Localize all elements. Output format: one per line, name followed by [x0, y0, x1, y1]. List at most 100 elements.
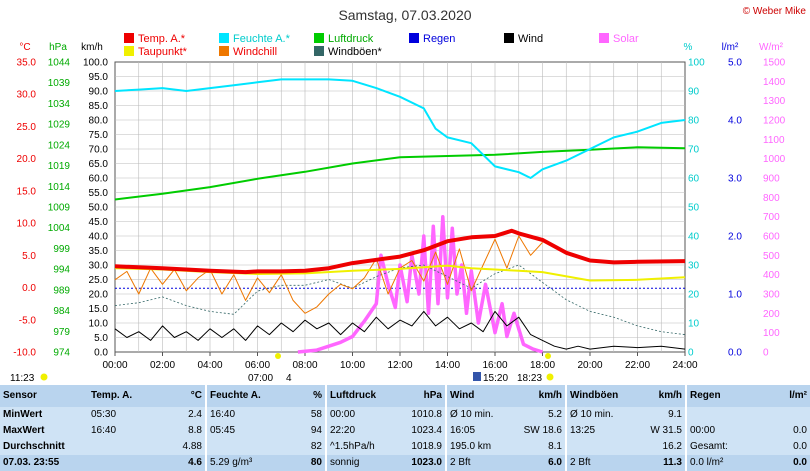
current-gust-bft: 2 Bft	[565, 454, 626, 471]
wind-tick-label: 70.0	[89, 145, 109, 156]
avg-rain-value: 0.0	[793, 441, 807, 453]
humidity-tick-label: 60	[688, 174, 700, 185]
series-temp	[114, 228, 686, 275]
max-temp-time: 16:40	[91, 425, 117, 437]
left-time-label: 11:23	[10, 373, 35, 384]
humidity-tick-label: 50	[688, 203, 700, 214]
min-gust-time: Ø 10 min.	[565, 406, 626, 423]
min-wind-value: 5.2	[548, 409, 562, 421]
moonrise-time-label: 15:20	[483, 373, 508, 384]
avg-gust-value: 16.2	[662, 441, 682, 453]
x-tick-label: 12:00	[387, 360, 412, 371]
wind-tick-label: 75.0	[89, 130, 109, 141]
solar-axis-label: W/m²	[759, 42, 784, 53]
max-press-value: 1023.4	[411, 425, 442, 437]
stats-header-row: Sensor Temp. A. °C Feuchte A. % Luftdruc…	[0, 385, 810, 407]
wind-tick-label: 50.0	[89, 203, 109, 214]
max-temp-value: 8.8	[188, 425, 202, 437]
max-rain-time: 00:00	[685, 422, 746, 439]
legend-item-dewpoint: Taupunkt*	[124, 46, 188, 58]
wind-tick-label: 95.0	[89, 72, 109, 83]
stats-table: Sensor Temp. A. °C Feuchte A. % Luftdruc…	[0, 385, 810, 471]
wind-tick-label: 65.0	[89, 159, 109, 170]
legend-item-rain: Regen	[409, 33, 455, 45]
wind-tick-label: 40.0	[89, 232, 109, 243]
humidity-tick-label: 70	[688, 145, 700, 156]
min-rain-value	[746, 407, 810, 423]
current-rain-total: 0.0 l/m²	[685, 454, 746, 471]
svg-text:Taupunkt*: Taupunkt*	[138, 46, 188, 58]
current-rain-value: 0.0	[746, 454, 810, 471]
temp-tick-label: -5.0	[19, 315, 37, 326]
x-tick-label: 24:00	[672, 360, 697, 371]
legend: Temp. A.* Feuchte A.* Luftdruck Regen Wi…	[124, 33, 639, 58]
pressure-tick-label: 984	[53, 306, 70, 317]
pressure-tick-label: 1029	[48, 120, 71, 131]
solar-tick-label: 500	[763, 251, 780, 262]
solar-tick-label: 600	[763, 232, 780, 243]
avg-rain-label: Gesamt:	[685, 438, 746, 455]
svg-text:Luftdruck: Luftdruck	[328, 33, 374, 45]
svg-text:Windböen*: Windböen*	[328, 46, 383, 58]
stats-current-row: 07.03. 23:55 4.6 5.29 g/m³ 80 sonnig 102…	[0, 454, 810, 471]
header-rain-unit: l/m²	[746, 385, 810, 407]
solar-tick-label: 700	[763, 212, 780, 223]
humidity-tick-label: 100	[688, 58, 705, 69]
avg-hum-value: 82	[310, 441, 322, 453]
rain-tick-label: 1.0	[728, 290, 742, 301]
rain-axis-label: l/m²	[722, 42, 739, 53]
wind-tick-label: 10.0	[89, 319, 109, 330]
humidity-tick-label: 40	[688, 232, 700, 243]
x-tick-label: 22:00	[625, 360, 650, 371]
rain-tick-label: 0.0	[728, 348, 742, 359]
humidity-tick-label: 10	[688, 319, 700, 330]
current-temp-value: 4.6	[148, 454, 206, 471]
solar-tick-label: 1200	[763, 116, 786, 127]
y-axes: 35.0 30.0 25.0 20.0 15.0 10.0 5.0 0.0 -5.0 -10.0 1…	[13, 58, 785, 359]
solar-tick-label: 1100	[763, 135, 785, 146]
max-wind-time: 16:05	[445, 422, 506, 439]
solar-tick-label: 400	[763, 270, 780, 281]
header-rain: Regen	[685, 385, 746, 407]
wind-tick-label: 30.0	[89, 261, 109, 272]
pressure-tick-label: 979	[53, 327, 70, 338]
current-abs-humidity: 5.29 g/m³	[205, 454, 266, 471]
x-tick-label: 14:00	[435, 360, 460, 371]
legend-item-humidity: Feuchte A.*	[219, 33, 291, 45]
svg-text:Wind: Wind	[518, 33, 543, 45]
temp-tick-label: 35.0	[17, 58, 37, 69]
credit-label: © Weber Mike	[743, 6, 807, 17]
pressure-tick-label: 974	[53, 348, 70, 359]
rain-tick-label: 2.0	[728, 232, 742, 243]
sunrise-symbol: 4	[286, 373, 292, 384]
solar-tick-label: 800	[763, 193, 780, 204]
temp-tick-label: -10.0	[13, 348, 36, 359]
series-layer	[114, 78, 686, 354]
current-hum-value: 80	[266, 454, 326, 471]
solar-tick-label: 0	[763, 348, 769, 359]
min-gust-value: 9.1	[668, 409, 682, 421]
wind-tick-label: 55.0	[89, 188, 109, 199]
x-tick-label: 16:00	[482, 360, 507, 371]
moon-marker-axis	[545, 353, 551, 359]
header-wind: Wind	[445, 385, 506, 407]
header-sensor: Sensor	[0, 385, 88, 407]
humidity-tick-label: 90	[688, 87, 700, 98]
min-label: MinWert	[3, 409, 43, 421]
min-temp-time: 05:30	[91, 409, 117, 421]
wind-tick-label: 100.0	[83, 58, 108, 69]
max-label: MaxWert	[3, 425, 45, 437]
pressure-tick-label: 1044	[48, 58, 71, 69]
temp-tick-label: 15.0	[17, 186, 37, 197]
current-gust-value: 11.3	[626, 454, 686, 471]
min-temp-value: 2.4	[188, 409, 202, 421]
grid	[115, 62, 685, 352]
wind-tick-label: 45.0	[89, 217, 109, 228]
header-gust: Windböen	[565, 385, 626, 407]
min-hum-time: 16:40	[205, 406, 266, 423]
humidity-tick-label: 20	[688, 290, 700, 301]
max-gust-value: W 31.5	[650, 425, 682, 437]
avg-press-value: 1018.9	[411, 441, 442, 453]
solar-tick-label: 100	[763, 328, 780, 339]
series-humidity	[114, 78, 686, 179]
